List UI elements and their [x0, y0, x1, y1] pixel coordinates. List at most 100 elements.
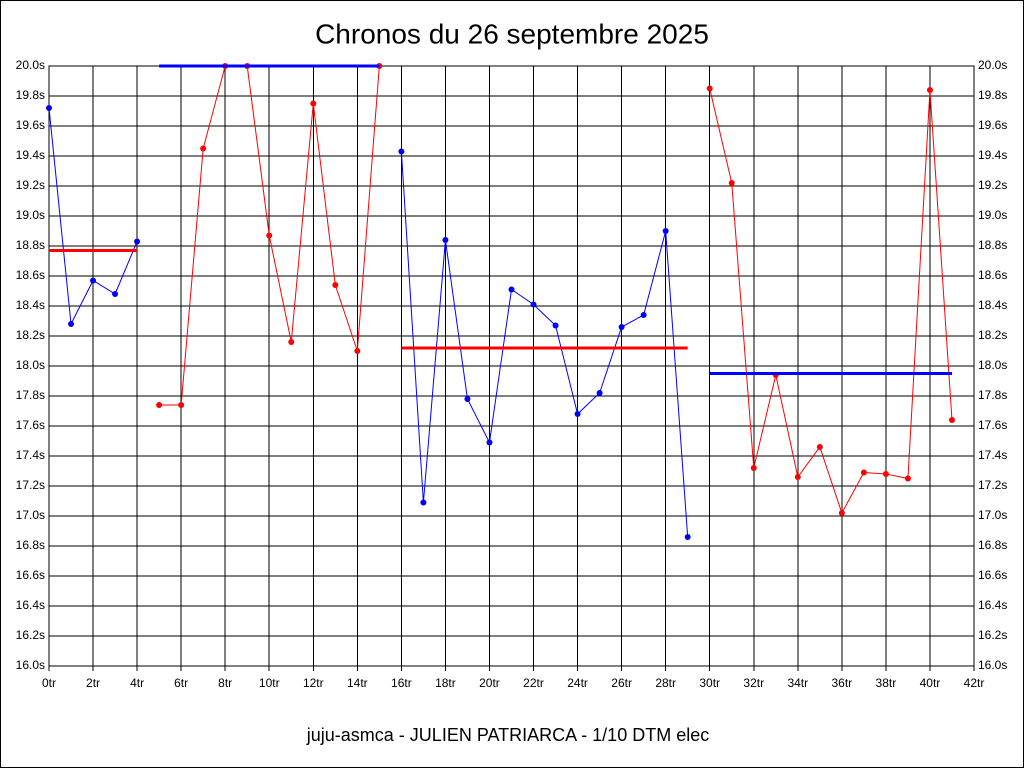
y2-tick-label: 19.2s — [978, 178, 1007, 192]
y-tick-label: 17.8s — [16, 388, 45, 402]
y-tick-label: 18.6s — [16, 268, 45, 282]
data-point — [816, 444, 823, 450]
x-tick-label: 4tr — [130, 676, 144, 690]
x-tick-label: 34tr — [787, 676, 808, 690]
x-tick-label: 12tr — [303, 676, 324, 690]
y2-tick-label: 18.0s — [978, 358, 1007, 372]
data-point — [310, 100, 317, 107]
data-point — [904, 475, 911, 482]
data-point — [200, 145, 207, 152]
data-point — [750, 465, 757, 471]
x-tick-label: 2tr — [86, 676, 100, 690]
y-tick-label: 19.0s — [16, 208, 45, 222]
data-point — [706, 85, 713, 92]
data-point — [354, 348, 361, 354]
y-tick-label: 20.0s — [16, 58, 45, 72]
x-tick-label: 14tr — [347, 676, 368, 690]
y2-tick-label: 19.4s — [978, 148, 1007, 162]
y2-tick-label: 16.2s — [978, 628, 1007, 642]
y-tick-label: 16.6s — [16, 568, 45, 582]
data-point — [618, 324, 625, 330]
x-tick-label: 40tr — [920, 676, 941, 690]
y-tick-label: 19.2s — [16, 178, 45, 192]
data-point — [288, 339, 295, 345]
footer: juju-asmca - JULIEN PATRIARCA - 1/10 DTM… — [306, 725, 709, 745]
data-point — [794, 474, 801, 480]
y2-tick-label: 16.0s — [978, 658, 1007, 672]
data-point — [574, 411, 581, 417]
plot-border — [48, 65, 975, 667]
data-point — [684, 534, 691, 540]
y-tick-label: 19.6s — [16, 118, 45, 132]
y2-tick-label: 16.8s — [978, 538, 1007, 552]
chart-title: Chronos du 26 septembre 2025 — [315, 18, 709, 49]
x-tick-label: 42tr — [964, 676, 985, 690]
data-point — [420, 499, 427, 506]
x-tick-label: 30tr — [699, 676, 720, 690]
data-point — [552, 322, 559, 329]
y-tick-label: 19.4s — [16, 148, 45, 162]
data-point — [882, 471, 889, 477]
data-line — [400, 151, 689, 538]
data-point — [838, 510, 845, 516]
x-tick-label: 6tr — [174, 676, 188, 690]
y2-tick-label: 18.2s — [978, 328, 1007, 342]
x-tick-label: 0tr — [42, 676, 56, 690]
y-tick-label: 18.0s — [16, 358, 45, 372]
data-point — [926, 87, 933, 93]
x-tick-label: 8tr — [218, 676, 232, 690]
y-tick-label: 19.8s — [16, 88, 45, 102]
y2-tick-label: 18.8s — [978, 238, 1007, 252]
data-line — [709, 88, 953, 515]
x-tick-label: 22tr — [523, 676, 544, 690]
y-tick-label: 18.4s — [16, 298, 45, 312]
data-point — [90, 277, 97, 284]
data-point — [134, 238, 141, 245]
y-tick-label: 16.8s — [16, 538, 45, 552]
y-tick-label: 18.2s — [16, 328, 45, 342]
x-tick-label: 18tr — [435, 676, 456, 690]
data-point — [464, 396, 471, 402]
y2-tick-label: 17.6s — [978, 418, 1007, 432]
data-point — [486, 439, 493, 446]
y-tick-label: 17.2s — [16, 478, 45, 492]
y2-tick-label: 17.4s — [978, 448, 1007, 462]
data-point — [266, 232, 273, 239]
x-tick-label: 38tr — [876, 676, 897, 690]
y2-tick-label: 17.0s — [978, 508, 1007, 522]
data-point — [156, 402, 163, 408]
data-point — [112, 291, 119, 297]
data-point — [442, 237, 449, 243]
y-tick-label: 17.4s — [16, 448, 45, 462]
x-tick-label: 24tr — [567, 676, 588, 690]
y2-tick-label: 16.6s — [978, 568, 1007, 582]
x-tick-label: 26tr — [611, 676, 632, 690]
x-tick-label: 20tr — [479, 676, 500, 690]
data-point — [596, 390, 603, 396]
y-tick-label: 16.2s — [16, 628, 45, 642]
y2-tick-label: 18.4s — [978, 298, 1007, 312]
y-tick-label: 17.0s — [16, 508, 45, 522]
data-point — [530, 301, 537, 308]
x-tick-label: 32tr — [743, 676, 764, 690]
data-point — [178, 402, 185, 408]
y-tick-label: 17.6s — [16, 418, 45, 432]
y2-tick-label: 17.2s — [978, 478, 1007, 492]
y2-tick-label: 17.8s — [978, 388, 1007, 402]
y2-tick-label: 20.0s — [978, 58, 1007, 72]
y2-tick-label: 19.8s — [978, 88, 1007, 102]
data-point — [948, 417, 955, 423]
x-tick-label: 36tr — [832, 676, 853, 690]
data-point — [46, 105, 52, 111]
data-point — [728, 180, 735, 186]
data-point — [662, 228, 669, 234]
y2-tick-label: 18.6s — [978, 268, 1007, 282]
y2-tick-label: 16.4s — [978, 598, 1007, 612]
x-tick-label: 10tr — [259, 676, 280, 690]
y-tick-label: 16.0s — [16, 658, 45, 672]
data-point — [640, 312, 647, 318]
data-point — [398, 148, 405, 155]
x-tick-label: 28tr — [655, 676, 676, 690]
